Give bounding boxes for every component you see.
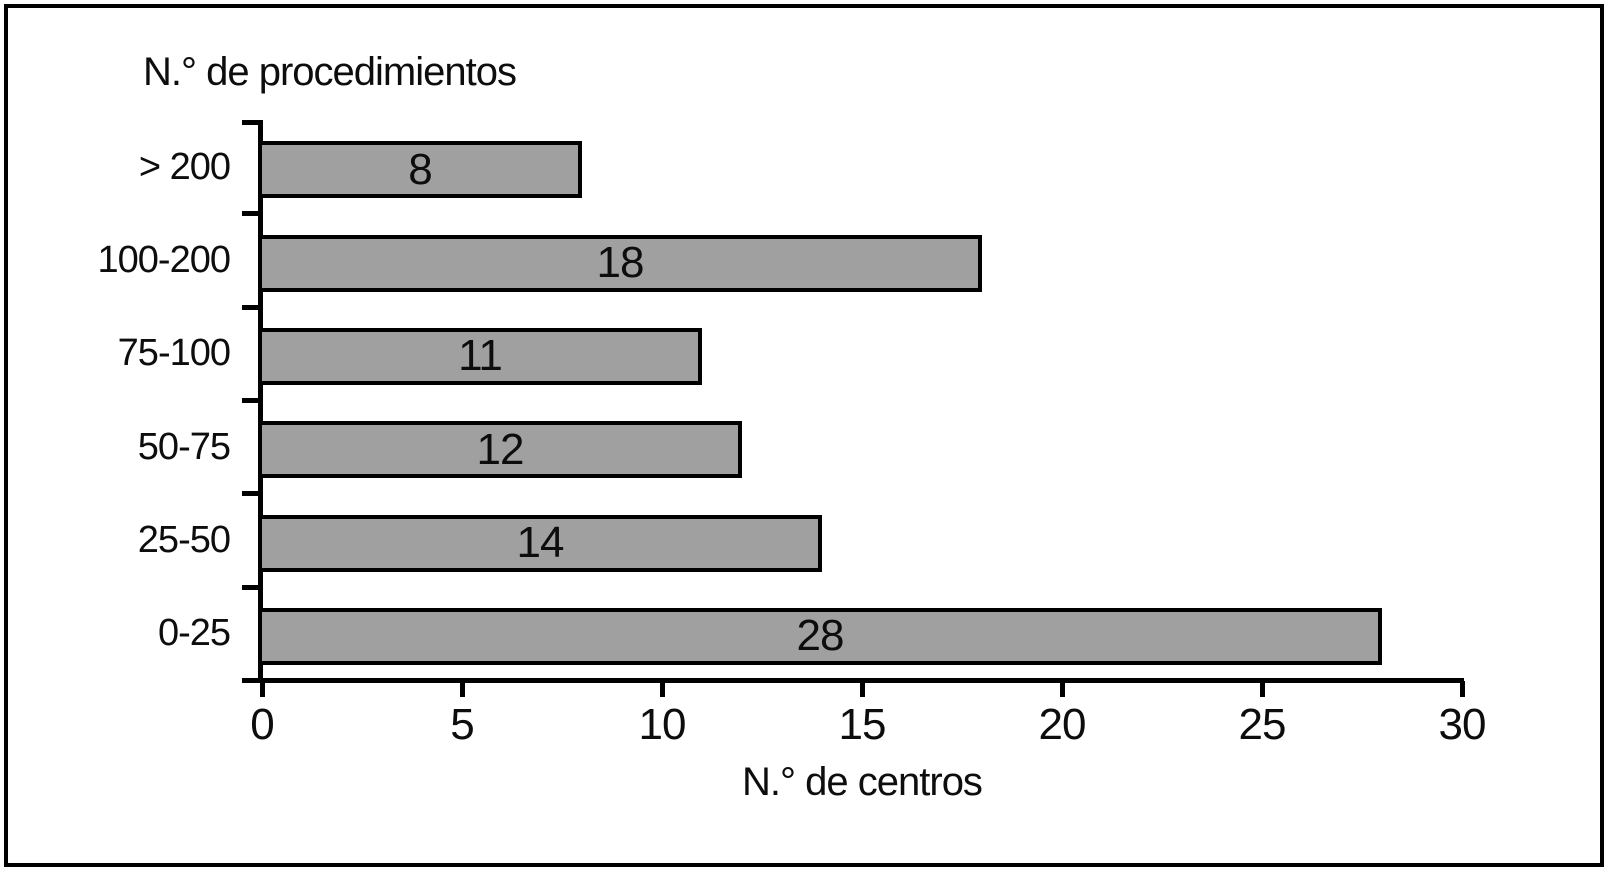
category-label: 25-50	[137, 519, 231, 561]
x-axis-line	[242, 678, 1464, 683]
bar-value-label: 28	[796, 611, 845, 661]
y-axis-line	[258, 120, 263, 683]
y-axis-tick	[242, 584, 258, 590]
bar: 18	[258, 234, 982, 292]
x-tick-label: 0	[250, 700, 274, 749]
x-axis-tick	[860, 681, 865, 697]
y-axis-tick	[242, 120, 258, 125]
x-axis-tick	[1460, 681, 1465, 697]
category-label: 0-25	[157, 612, 231, 655]
x-axis-tick	[660, 681, 665, 697]
x-tick-label: 10	[638, 700, 687, 749]
x-axis-label: N.° de centros	[742, 760, 983, 804]
category-label: > 200	[138, 145, 231, 188]
x-axis-tick	[460, 681, 465, 697]
x-tick-label: 15	[838, 700, 887, 749]
y-axis-tick	[242, 211, 258, 217]
y-axis-tick	[242, 398, 258, 403]
bar: 8	[258, 141, 582, 199]
x-axis-tick	[1060, 681, 1065, 697]
x-axis-tick	[260, 681, 265, 697]
bar: 14	[258, 514, 822, 572]
category-label: 75-100	[117, 332, 231, 375]
category-label: 50-75	[137, 425, 231, 468]
x-axis-tick	[1260, 681, 1265, 697]
x-tick-label: 30	[1438, 700, 1487, 749]
x-tick-label: 5	[450, 700, 474, 749]
x-tick-label: 20	[1038, 700, 1087, 749]
bar-value-label: 8	[408, 144, 433, 194]
category-label: 100-200	[97, 239, 231, 281]
chart-title: N.° de procedimientos	[143, 50, 517, 94]
bar-value-label: 12	[476, 424, 525, 474]
y-axis-tick	[242, 304, 258, 310]
bar: 28	[258, 607, 1382, 665]
x-tick-label: 25	[1238, 700, 1287, 749]
y-axis-tick	[242, 491, 258, 497]
bar-value-label: 18	[596, 238, 645, 287]
bar-value-label: 11	[458, 331, 503, 381]
figure-frame: N.° de procedimientos 0 5 10 15 20 25 30 8 > 200…	[4, 4, 1604, 867]
bar: 12	[258, 421, 742, 479]
bar: 11	[258, 327, 702, 385]
bar-value-label: 14	[516, 518, 565, 567]
